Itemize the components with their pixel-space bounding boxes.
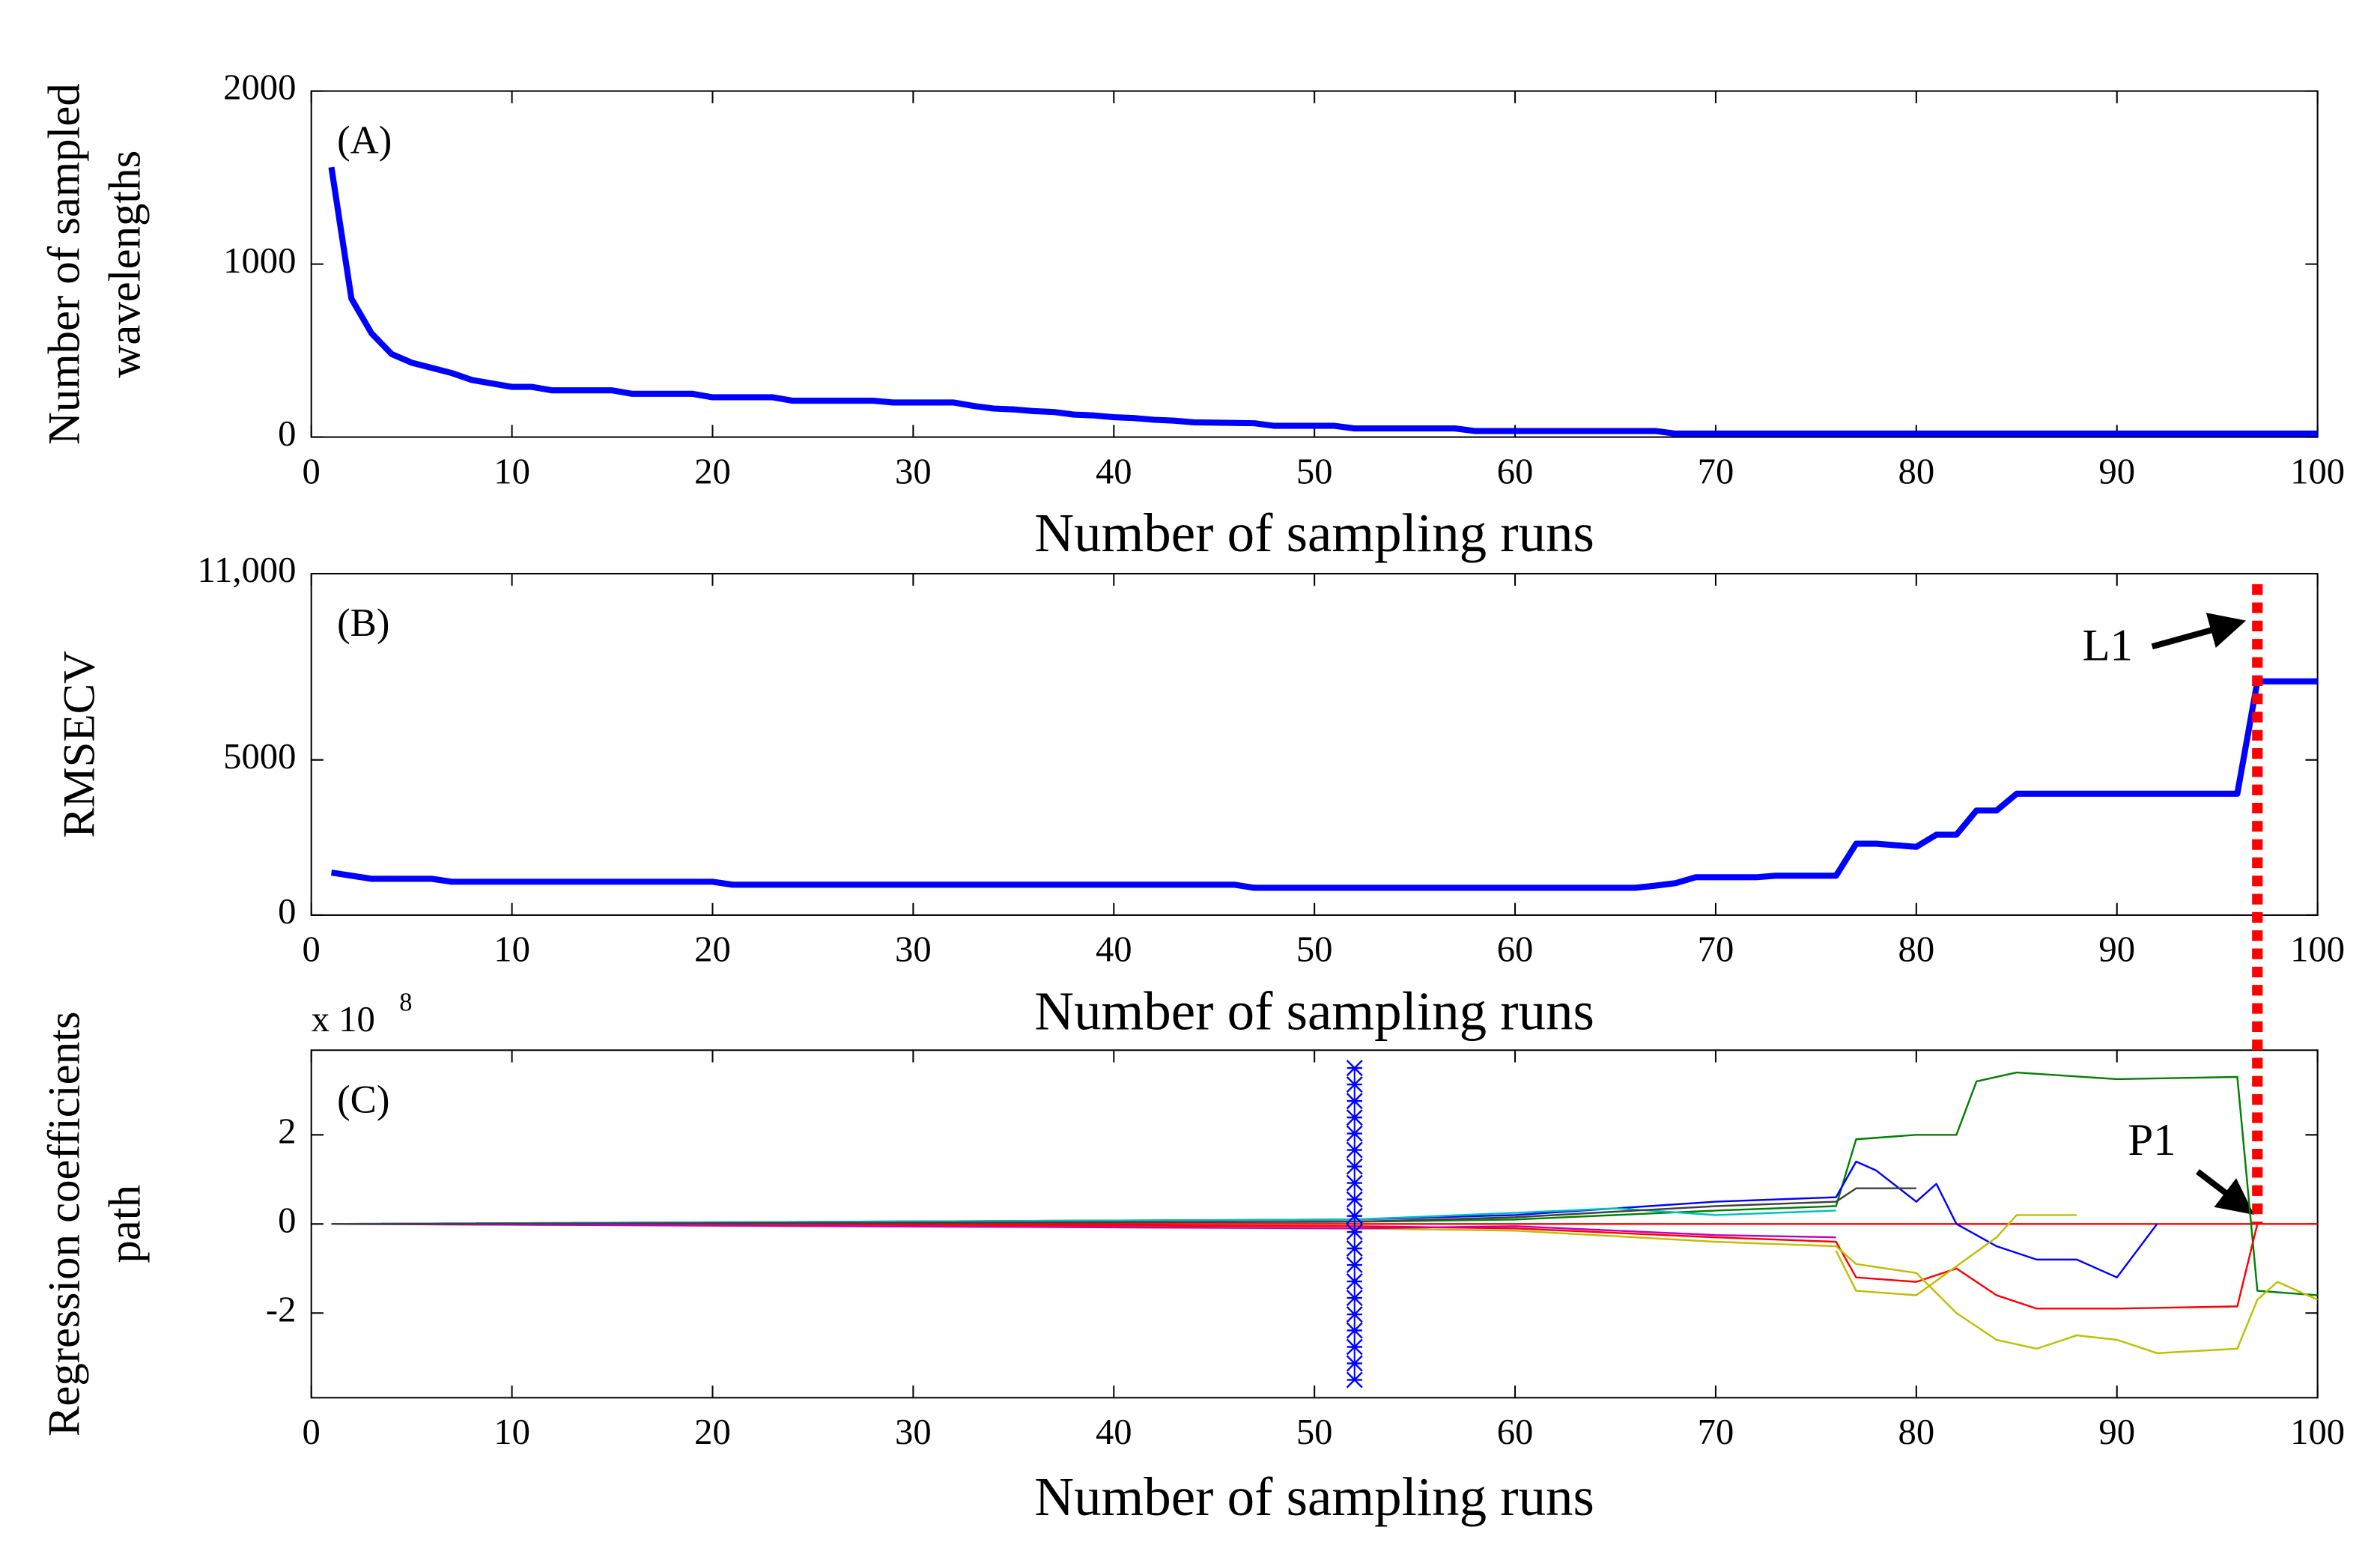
- x-tick-label: 60: [1497, 451, 1534, 491]
- x-tick-label: 50: [1296, 451, 1333, 491]
- scale-label: x 10: [312, 999, 375, 1039]
- x-tick-label: 10: [494, 451, 530, 491]
- l1-arrow: [2151, 613, 2247, 650]
- x-tick-label: 30: [895, 451, 932, 491]
- x-axis-label: Number of sampling runs: [1034, 1466, 1594, 1527]
- x-tick-label: 60: [1497, 929, 1534, 970]
- x-tick-label: 50: [1296, 929, 1333, 970]
- asterisk-marker: [1346, 1371, 1363, 1388]
- p1-label: P1: [2128, 1115, 2176, 1165]
- y-tick-label: 2: [278, 1111, 296, 1151]
- y-tick-label: 5000: [223, 736, 296, 777]
- asterisk-marker: [1346, 1240, 1363, 1257]
- y-tick-label: 0: [278, 891, 296, 932]
- l1-label: L1: [2083, 620, 2134, 670]
- data-line: [330, 678, 2318, 891]
- x-tick-label: 70: [1698, 1412, 1734, 1452]
- data-line: [1835, 1214, 2077, 1296]
- x-tick-label: 100: [2290, 451, 2345, 491]
- asterisk-marker: [1346, 1093, 1363, 1110]
- panel-label: (A): [337, 119, 392, 163]
- data-line: [328, 166, 2318, 437]
- x-tick-label: 30: [895, 1412, 932, 1452]
- x-tick-label: 100: [2290, 929, 2345, 970]
- scale-power: 8: [399, 988, 412, 1016]
- asterisk-marker: [1346, 1191, 1363, 1208]
- x-tick-label: 0: [303, 1412, 321, 1452]
- x-tick-label: 20: [694, 929, 731, 970]
- x-tick-label: 50: [1296, 1412, 1333, 1452]
- x-tick-label: 70: [1698, 929, 1734, 970]
- x-tick-label: 20: [694, 451, 731, 491]
- x-tick-label: 40: [1096, 1412, 1132, 1452]
- data-line: [331, 1223, 2319, 1355]
- asterisk-marker: [1346, 1141, 1363, 1159]
- x-tick-label: 90: [2098, 451, 2135, 491]
- asterisk-marker: [1346, 1158, 1363, 1175]
- asterisk-marker: [1346, 1060, 1363, 1077]
- asterisk-marker: [1346, 1273, 1363, 1290]
- asterisk-marker: [1346, 1290, 1363, 1307]
- x-tick-label: 90: [2098, 929, 2135, 970]
- x-tick-label: 40: [1096, 451, 1132, 491]
- x-axis-label: Number of sampling runs: [1034, 503, 1594, 563]
- x-tick-label: 10: [494, 1412, 530, 1452]
- x-axis-label: Number of sampling runs: [1034, 980, 1594, 1041]
- y-tick-label: -2: [266, 1289, 297, 1329]
- x-tick-label: 20: [694, 1412, 731, 1452]
- asterisk-marker: [1346, 1125, 1363, 1142]
- asterisk-marker: [1346, 1322, 1363, 1339]
- y-axis-label: wavelengths: [100, 151, 150, 378]
- data-line: [331, 1207, 1836, 1225]
- x-tick-label: 80: [1898, 929, 1935, 970]
- asterisk-marker: [1346, 1174, 1363, 1192]
- y-tick-label: 11,000: [198, 550, 297, 590]
- asterisk-marker: [1346, 1306, 1363, 1323]
- y-axis-label: RMSECV: [55, 651, 105, 838]
- asterisk-marker: [1346, 1109, 1363, 1126]
- x-tick-label: 60: [1497, 1412, 1534, 1452]
- data-line: [331, 1223, 1836, 1239]
- asterisk-marker: [1346, 1224, 1363, 1241]
- x-tick-label: 100: [2290, 1412, 2345, 1452]
- x-tick-label: 0: [303, 451, 321, 491]
- x-tick-label: 0: [303, 929, 321, 970]
- x-tick-label: 80: [1898, 1412, 1935, 1452]
- asterisk-marker: [1346, 1338, 1363, 1356]
- x-tick-label: 80: [1898, 451, 1935, 491]
- asterisk-marker: [1346, 1207, 1363, 1224]
- x-tick-label: 40: [1096, 929, 1132, 970]
- y-tick-label: 0: [278, 1200, 296, 1240]
- x-tick-label: 30: [895, 929, 932, 970]
- y-axis-label: Regression coefficients: [39, 1011, 89, 1436]
- p1-arrow: [2196, 1169, 2254, 1215]
- asterisk-marker: [1346, 1257, 1363, 1274]
- data-line: [331, 1071, 2318, 1296]
- y-tick-label: 0: [278, 413, 296, 454]
- data-line: [331, 1223, 2259, 1310]
- y-axis-label: path: [100, 1185, 150, 1263]
- y-axis-label: Number of sampled: [39, 83, 89, 445]
- asterisk-marker: [1346, 1355, 1363, 1372]
- x-tick-label: 70: [1698, 451, 1734, 491]
- y-tick-label: 1000: [223, 240, 296, 281]
- asterisk-marker: [1346, 1076, 1363, 1093]
- y-tick-label: 2000: [223, 67, 296, 108]
- x-tick-label: 90: [2098, 1412, 2135, 1452]
- panel-label: (C): [337, 1078, 389, 1121]
- x-tick-label: 10: [494, 929, 530, 970]
- panel-label: (B): [337, 601, 389, 645]
